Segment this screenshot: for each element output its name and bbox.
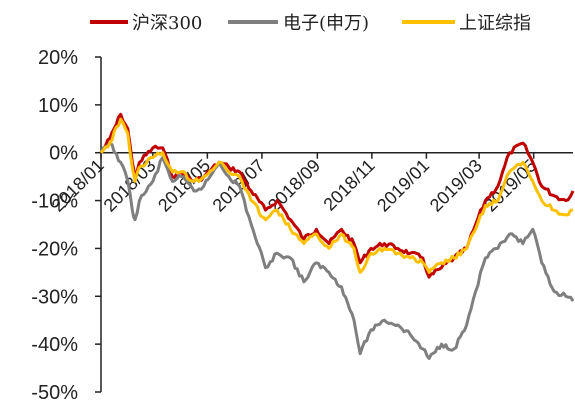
legend-label-1: 电子(申万)	[283, 13, 369, 34]
series-line-2	[99, 117, 574, 274]
y-tick-label: -50%	[31, 382, 78, 403]
y-tick-label: -30%	[31, 286, 78, 308]
y-tick-label: -40%	[31, 334, 78, 356]
series-line-1	[99, 141, 575, 360]
y-tick-label: 20%	[38, 47, 78, 69]
y-tick-label: 0%	[49, 143, 78, 165]
y-tick-label: 10%	[38, 95, 78, 117]
series-layer	[99, 112, 575, 360]
x-tick-label: 2019/03	[426, 155, 486, 215]
y-tick-label: -10%	[31, 191, 78, 213]
y-axis: 20% 10% 0% -10% -20% -30% -40% -50%	[31, 47, 102, 403]
x-tick-label: 2019/05	[480, 155, 540, 215]
y-tick-label: -20%	[31, 238, 78, 260]
x-tick-label: 2019/01	[373, 155, 433, 215]
legend-label-2: 上证综指	[459, 13, 531, 34]
x-tick-label: 2018/11	[319, 155, 378, 214]
legend-label-0: 沪深300	[132, 13, 202, 34]
legend: 沪深300 电子(申万) 上证综指	[90, 13, 531, 34]
x-axis: 2018/012018/032018/052018/072018/092018/…	[48, 151, 573, 216]
